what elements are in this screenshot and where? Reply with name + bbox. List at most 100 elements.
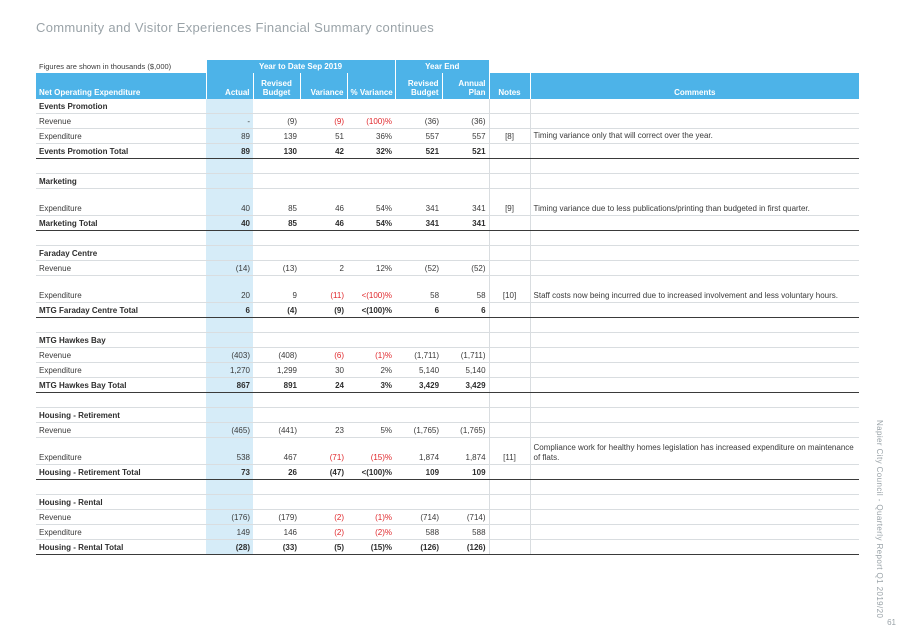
notes-cell: [488, 173, 531, 189]
empty-cell: [300, 407, 347, 423]
col-header-ye-revised-budget: Revised Budget: [394, 73, 443, 99]
cell-actual: 20: [206, 275, 253, 303]
cell-pct: (1)%: [347, 347, 396, 363]
comment-cell: [529, 245, 860, 261]
empty-cell: [347, 332, 396, 348]
col-header-revised-budget: Revised Budget: [252, 73, 300, 99]
comment-cell: [529, 99, 860, 114]
empty-cell: [442, 99, 490, 114]
spacer-cell: [36, 479, 206, 495]
section-label: MTG Hawkes Bay: [36, 332, 206, 348]
empty-cell: [253, 245, 300, 261]
empty-cell: [395, 494, 443, 510]
empty-cell: [442, 494, 490, 510]
cell-actual: (403): [206, 347, 253, 363]
empty-cell: [300, 494, 347, 510]
empty-cell: [395, 332, 443, 348]
cell-variance: 2: [300, 260, 347, 276]
empty-cell: [347, 99, 396, 114]
cell-variance: (5): [300, 539, 347, 555]
comment-cell: [529, 230, 860, 246]
empty-cell: [347, 158, 396, 174]
empty-cell: [347, 230, 396, 246]
group-header-row: Figures are shown in thousands ($,000) Y…: [36, 60, 859, 73]
row-label: Expenditure: [36, 524, 206, 540]
empty-cell: [300, 230, 347, 246]
empty-cell: [442, 317, 490, 333]
cell-budget: (13): [253, 260, 300, 276]
cell-plan: 3,429: [442, 377, 490, 393]
empty-cell: [347, 245, 396, 261]
notes-cell: [488, 509, 531, 525]
empty-cell: [442, 158, 490, 174]
cell-pct: 54%: [347, 188, 396, 216]
cell-pct: (100)%: [347, 113, 396, 129]
comment-cell: [529, 509, 860, 525]
cell-variance: (9): [300, 302, 347, 318]
table-row: Revenue (465) (441) 23 5% (1,765) (1,765): [36, 422, 860, 438]
cell-pct: 12%: [347, 260, 396, 276]
notes-cell: [488, 113, 531, 129]
comment-cell: [529, 362, 860, 378]
notes-cell: [8]: [488, 128, 531, 144]
row-label: Expenditure: [36, 188, 206, 216]
comment-cell: [529, 260, 860, 276]
table-body: Events Promotion Revenue - (9) (9) (100)% (36)…: [36, 99, 860, 555]
empty-cell: [253, 479, 300, 495]
notes-cell: [488, 407, 531, 423]
cell-budget: (179): [253, 509, 300, 525]
page-title: Community and Visitor Experiences Financ…: [36, 20, 435, 35]
section-label: Events Promotion: [36, 99, 206, 114]
row-label: MTG Hawkes Bay Total: [36, 377, 206, 393]
section-header-row: Faraday Centre: [36, 245, 860, 261]
empty-cell: [442, 407, 490, 423]
col-header-pct-variance: % Variance: [346, 73, 396, 99]
empty-cell: [253, 317, 300, 333]
empty-cell: [253, 392, 300, 408]
cell-budget: 85: [253, 188, 300, 216]
cell-ye-budget: 341: [395, 215, 443, 231]
cell-pct: 36%: [347, 128, 396, 144]
group-header-spacer: [530, 60, 859, 73]
table-row: Revenue - (9) (9) (100)% (36) (36): [36, 113, 860, 129]
empty-cell: [347, 317, 396, 333]
notes-cell: [488, 422, 531, 438]
spacer-cell: [36, 317, 206, 333]
empty-cell: [395, 230, 443, 246]
cell-ye-budget: (1,765): [395, 422, 443, 438]
comment-cell: [529, 158, 860, 174]
cell-variance: (11): [300, 275, 347, 303]
col-header-comments: Comments: [529, 73, 860, 99]
col-header-variance: Variance: [299, 73, 347, 99]
row-label: Revenue: [36, 113, 206, 129]
cell-ye-budget: (714): [395, 509, 443, 525]
actual-cell: [206, 230, 253, 246]
spacer-cell: [36, 230, 206, 246]
empty-cell: [253, 99, 300, 114]
notes-cell: [10]: [488, 275, 531, 303]
table-row: Expenditure 40 85 46 54% 341 341 [9] Timing vari…: [36, 188, 860, 216]
row-label: Events Promotion Total: [36, 143, 206, 159]
section-header-row: Marketing: [36, 173, 860, 189]
table-row: Expenditure 538 467 (71) (15)% 1,874 1,874 [11]…: [36, 437, 860, 465]
cell-budget: (441): [253, 422, 300, 438]
empty-cell: [253, 230, 300, 246]
cell-variance: (47): [300, 464, 347, 480]
total-row: MTG Faraday Centre Total 6 (4) (9) <(100)% 6 6: [36, 302, 860, 318]
empty-cell: [395, 392, 443, 408]
spacer-row: [36, 158, 860, 174]
notes-cell: [488, 143, 531, 159]
notes-cell: [488, 317, 531, 333]
empty-cell: [300, 317, 347, 333]
cell-pct: (15)%: [347, 539, 396, 555]
empty-cell: [253, 494, 300, 510]
cell-ye-budget: (126): [395, 539, 443, 555]
row-label: MTG Faraday Centre Total: [36, 302, 206, 318]
cell-pct: <(100)%: [347, 464, 396, 480]
empty-cell: [395, 479, 443, 495]
empty-cell: [253, 158, 300, 174]
cell-plan: 5,140: [442, 362, 490, 378]
section-header-row: Events Promotion: [36, 99, 860, 114]
cell-budget: 9: [253, 275, 300, 303]
empty-cell: [347, 479, 396, 495]
